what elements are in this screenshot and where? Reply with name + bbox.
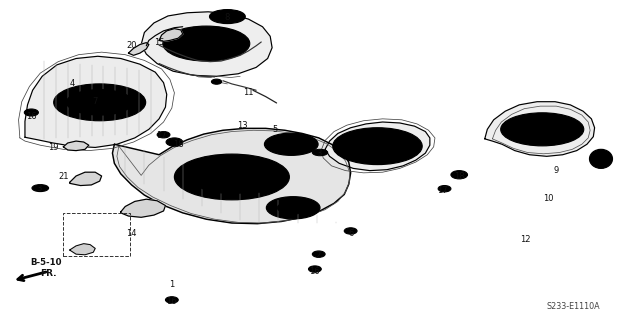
Text: 13: 13 <box>237 121 248 130</box>
Ellipse shape <box>36 186 45 190</box>
Text: 19: 19 <box>48 143 58 152</box>
Text: 10: 10 <box>543 194 554 203</box>
Polygon shape <box>25 56 167 147</box>
Text: 16: 16 <box>310 267 320 276</box>
Text: 16: 16 <box>166 297 177 306</box>
Polygon shape <box>484 102 595 156</box>
Polygon shape <box>325 122 430 171</box>
Ellipse shape <box>308 266 321 272</box>
Text: S233-E1110A: S233-E1110A <box>547 302 600 311</box>
Text: 4: 4 <box>70 79 75 88</box>
Text: 7: 7 <box>93 97 98 106</box>
Text: 17: 17 <box>156 131 167 140</box>
Ellipse shape <box>500 113 584 146</box>
Ellipse shape <box>277 201 309 214</box>
Ellipse shape <box>347 133 408 159</box>
Ellipse shape <box>528 123 556 135</box>
Ellipse shape <box>211 79 221 84</box>
Polygon shape <box>121 199 166 217</box>
Text: 20: 20 <box>126 41 137 50</box>
Ellipse shape <box>438 186 451 192</box>
Text: 15: 15 <box>154 38 164 47</box>
Text: 11: 11 <box>243 88 253 97</box>
Ellipse shape <box>275 138 307 151</box>
Polygon shape <box>141 12 272 76</box>
Ellipse shape <box>312 251 325 257</box>
Ellipse shape <box>174 31 238 56</box>
Text: 3: 3 <box>316 149 321 158</box>
Ellipse shape <box>157 131 170 138</box>
Ellipse shape <box>589 149 612 168</box>
Polygon shape <box>70 172 102 186</box>
Ellipse shape <box>220 172 243 182</box>
Text: 16: 16 <box>26 112 36 121</box>
Text: 17: 17 <box>437 186 448 195</box>
Ellipse shape <box>312 149 328 156</box>
Ellipse shape <box>264 133 318 155</box>
Ellipse shape <box>513 118 571 141</box>
Ellipse shape <box>333 128 422 165</box>
Ellipse shape <box>316 151 324 154</box>
Text: 8: 8 <box>225 13 230 22</box>
Ellipse shape <box>32 185 49 192</box>
Text: 21: 21 <box>58 173 68 182</box>
Text: 2: 2 <box>316 251 321 260</box>
Text: 9: 9 <box>554 166 559 175</box>
Text: 1: 1 <box>169 279 175 288</box>
Text: 14: 14 <box>126 229 137 238</box>
Ellipse shape <box>54 84 146 121</box>
Ellipse shape <box>216 12 239 21</box>
Ellipse shape <box>174 154 289 200</box>
Polygon shape <box>159 29 182 41</box>
Ellipse shape <box>67 90 133 115</box>
Ellipse shape <box>190 160 273 194</box>
Ellipse shape <box>364 140 392 152</box>
Polygon shape <box>63 141 89 151</box>
Ellipse shape <box>344 228 357 234</box>
Text: B-5-10: B-5-10 <box>31 258 62 267</box>
Ellipse shape <box>206 167 257 187</box>
Ellipse shape <box>24 109 38 116</box>
Polygon shape <box>70 244 95 255</box>
Ellipse shape <box>188 37 224 50</box>
Polygon shape <box>129 43 149 55</box>
Polygon shape <box>113 128 351 224</box>
Text: 18: 18 <box>454 172 465 181</box>
Text: 6: 6 <box>348 229 353 238</box>
Ellipse shape <box>163 26 250 61</box>
Text: 12: 12 <box>520 235 531 244</box>
Ellipse shape <box>84 96 116 109</box>
Text: 5: 5 <box>273 125 278 134</box>
Ellipse shape <box>166 138 182 146</box>
Bar <box>63 212 131 256</box>
Ellipse shape <box>451 171 467 179</box>
Text: 3: 3 <box>36 184 42 193</box>
Text: 18: 18 <box>173 140 184 149</box>
Ellipse shape <box>166 297 178 303</box>
Ellipse shape <box>595 153 607 165</box>
Ellipse shape <box>209 10 245 24</box>
Ellipse shape <box>266 197 320 219</box>
Text: FR.: FR. <box>40 269 57 278</box>
